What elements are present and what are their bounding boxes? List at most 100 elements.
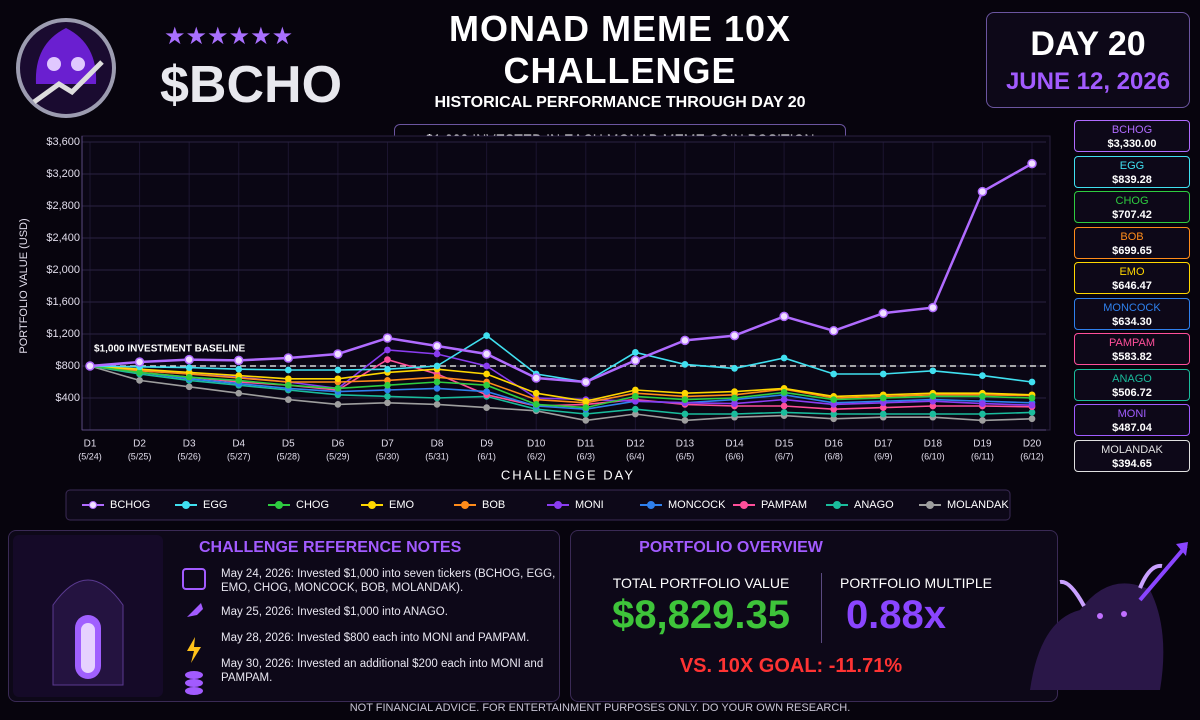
point <box>681 389 689 397</box>
holding-value: $699.65 <box>1112 244 1152 257</box>
x-tick-label: D20 <box>1023 439 1042 450</box>
holding-value: $634.30 <box>1112 315 1152 328</box>
point <box>433 350 441 358</box>
point <box>334 385 342 392</box>
point <box>929 410 937 418</box>
x-tick-date: (6/10) <box>921 451 945 461</box>
point <box>929 367 937 375</box>
holding-name: EGG <box>1119 159 1145 172</box>
notes-list: May 24, 2026: Invested $1,000 into seven… <box>173 565 555 699</box>
multiple-label: PORTFOLIO MULTIPLE <box>840 575 992 591</box>
legend-dot <box>461 501 469 509</box>
point <box>879 370 887 378</box>
footer: NOT FINANCIAL ADVICE. FOR ENTERTAINMENT … <box>349 702 851 714</box>
series-line <box>89 334 1033 383</box>
point <box>632 349 639 356</box>
point <box>979 393 986 400</box>
legend-label: CHOG <box>296 499 329 511</box>
note-icons <box>182 568 206 695</box>
point <box>1028 394 1036 402</box>
portal-art <box>13 535 163 697</box>
legend-dot <box>89 501 97 509</box>
point <box>780 354 788 362</box>
holding-name: MONCOCK <box>1103 301 1161 314</box>
series-line <box>89 365 1033 411</box>
x-tick-label: D3 <box>183 439 196 450</box>
note: May 30, 2026: Invested an additional $20… <box>221 658 544 684</box>
holding-name: BCHOG <box>1111 124 1153 136</box>
series-line <box>89 365 1033 422</box>
note: May 25, 2026: Invested $1,000 into ANAGO… <box>221 606 448 618</box>
y-tick-label: $3,600 <box>46 136 80 148</box>
point <box>731 394 738 402</box>
point <box>384 381 391 389</box>
x-tick-date: (5/26) <box>177 451 201 461</box>
point <box>878 308 889 318</box>
point <box>680 335 690 346</box>
point <box>632 393 639 400</box>
holding-name: EMO <box>1119 266 1145 278</box>
point <box>136 369 143 376</box>
legend: BCHOG EGG CHOG EMO BOB MONI MONCOCK PAMPAM ANAGO… <box>65 489 1011 521</box>
point <box>928 302 938 313</box>
point <box>384 346 391 354</box>
point <box>483 404 490 411</box>
holding-name: PAMPAM <box>1108 337 1156 349</box>
x-tick-label: D13 <box>676 439 695 450</box>
divider <box>821 573 822 643</box>
legend-label: PAMPAM <box>761 499 807 511</box>
point <box>979 400 986 407</box>
legend-label: BCHOG <box>110 499 150 511</box>
holding-value: $707.42 <box>1112 209 1152 221</box>
x-tick-label: D19 <box>973 439 992 450</box>
legend-dot <box>275 501 283 509</box>
notes-title: CHALLENGE REFERENCE NOTES <box>199 539 462 556</box>
point <box>879 394 887 402</box>
holding: MONCOCK $634.30 <box>1074 297 1190 330</box>
x-axis-title: CHALLENGE DAY <box>501 467 635 482</box>
point <box>532 401 540 408</box>
x-tick-date: (6/11) <box>971 451 994 461</box>
y-tick-label: $1,200 <box>46 328 80 340</box>
x-tick-date: (5/29) <box>326 451 350 461</box>
total-label: TOTAL PORTFOLIO VALUE <box>612 575 790 591</box>
goal: VS. 10X GOAL: -11.71% <box>679 655 903 677</box>
legend-dot <box>833 501 841 509</box>
legend-label: MONI <box>575 499 604 511</box>
point <box>433 362 441 370</box>
logo: ★★★★★★ $BCHOG <box>16 18 344 118</box>
holding: CHOG $707.42 <box>1074 191 1190 223</box>
point <box>185 364 193 371</box>
multiple-value: 0.88x <box>845 593 947 637</box>
point <box>581 377 591 387</box>
plot-area <box>81 135 1051 431</box>
x-tick-date: (6/2) <box>527 451 546 461</box>
holding-name: CHOG <box>1115 195 1149 207</box>
holding-name: BOB <box>1120 230 1144 243</box>
holding-value: $583.82 <box>1112 351 1152 363</box>
y-tick-label: $2,000 <box>46 264 80 276</box>
point <box>284 381 292 389</box>
overview-title: PORTFOLIO OVERVIEW <box>639 539 823 556</box>
legend-label: MONCOCK <box>668 499 726 511</box>
point <box>483 370 490 378</box>
x-tick-label: D8 <box>431 439 444 450</box>
legend-label: EGG <box>203 499 227 511</box>
point <box>384 399 391 407</box>
point <box>433 401 441 408</box>
x-tick-label: D18 <box>924 439 943 450</box>
point <box>284 396 292 403</box>
point <box>382 333 393 343</box>
holding-value: $487.04 <box>1112 422 1152 434</box>
holding: MONI $487.04 <box>1074 404 1190 436</box>
notes-panel: CHALLENGE REFERENCE NOTES May 24, 2026: … <box>8 530 560 702</box>
legend-dot <box>182 501 190 509</box>
point <box>531 373 541 383</box>
holding-name: MOLANDAK <box>1101 443 1163 456</box>
legend-dot <box>647 501 655 509</box>
series-line <box>89 365 1033 409</box>
point <box>532 389 540 397</box>
x-tick-date: (6/9) <box>874 451 893 461</box>
legend-dot <box>368 501 376 509</box>
